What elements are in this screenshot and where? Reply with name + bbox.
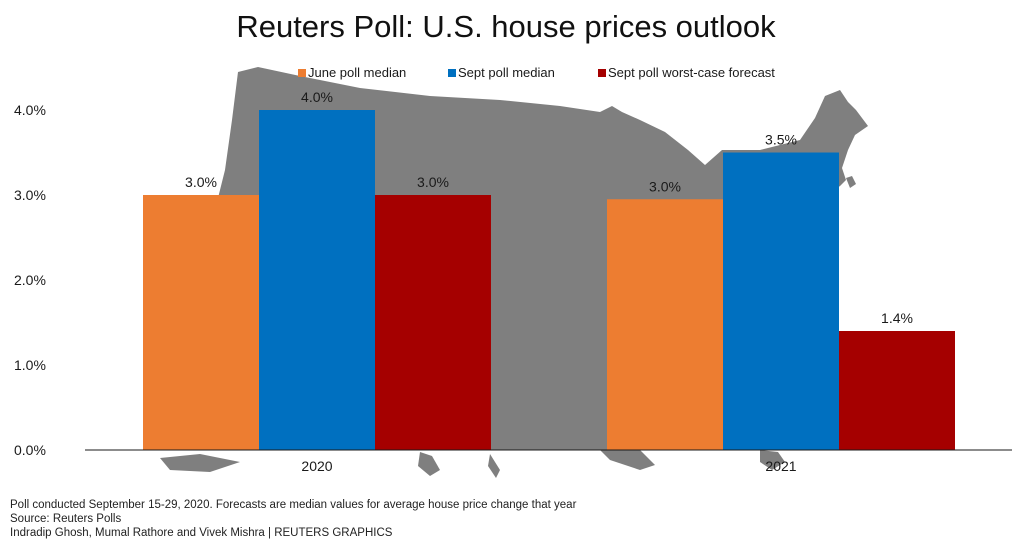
legend-swatch <box>598 69 606 77</box>
legend-label: Sept poll worst-case forecast <box>608 65 775 80</box>
bar-value-label: 3.0% <box>417 174 449 190</box>
footer: Poll conducted September 15-29, 2020. Fo… <box>10 498 576 540</box>
chart-title: Reuters Poll: U.S. house prices outlook <box>236 9 776 44</box>
y-tick-label: 3.0% <box>14 187 46 203</box>
bar-value-label: 1.4% <box>881 310 913 326</box>
legend-swatch <box>298 69 306 77</box>
bars <box>143 110 955 450</box>
legend: June poll median Sept poll median Sept pol… <box>298 65 775 80</box>
y-tick-label: 2.0% <box>14 272 46 288</box>
x-category-label: 2021 <box>765 458 796 474</box>
bar-2020-1 <box>143 195 259 450</box>
bar-value-label: 3.5% <box>765 132 797 148</box>
footer-note: Poll conducted September 15-29, 2020. Fo… <box>10 499 577 511</box>
y-tick-label: 1.0% <box>14 357 46 373</box>
y-tick-label: 4.0% <box>14 102 46 118</box>
legend-label: Sept poll median <box>458 65 555 80</box>
bar-labels: 3.0% 4.0% 3.0% 3.0% 3.5% 1.4% <box>185 89 913 326</box>
x-category-label: 2020 <box>301 458 332 474</box>
bar-value-label: 3.0% <box>649 178 681 194</box>
bar-value-label: 3.0% <box>185 174 217 190</box>
bar-2021-3 <box>839 331 955 450</box>
legend-label: June poll median <box>308 65 406 80</box>
bar-2021-1 <box>607 199 723 450</box>
x-axis: 2020 2021 <box>85 449 1012 474</box>
y-tick-label: 0.0% <box>14 442 46 458</box>
bar-2020-2 <box>259 110 375 450</box>
legend-swatch <box>448 69 456 77</box>
bar-value-label: 4.0% <box>301 89 333 105</box>
footer-source: Source: Reuters Polls <box>10 513 122 525</box>
y-axis: 0.0% 1.0% 2.0% 3.0% 4.0% <box>14 102 46 458</box>
bar-2021-2 <box>723 152 839 450</box>
bar-2020-3 <box>375 195 491 450</box>
footer-credit: Indradip Ghosh, Mumal Rathore and Vivek … <box>10 527 393 539</box>
